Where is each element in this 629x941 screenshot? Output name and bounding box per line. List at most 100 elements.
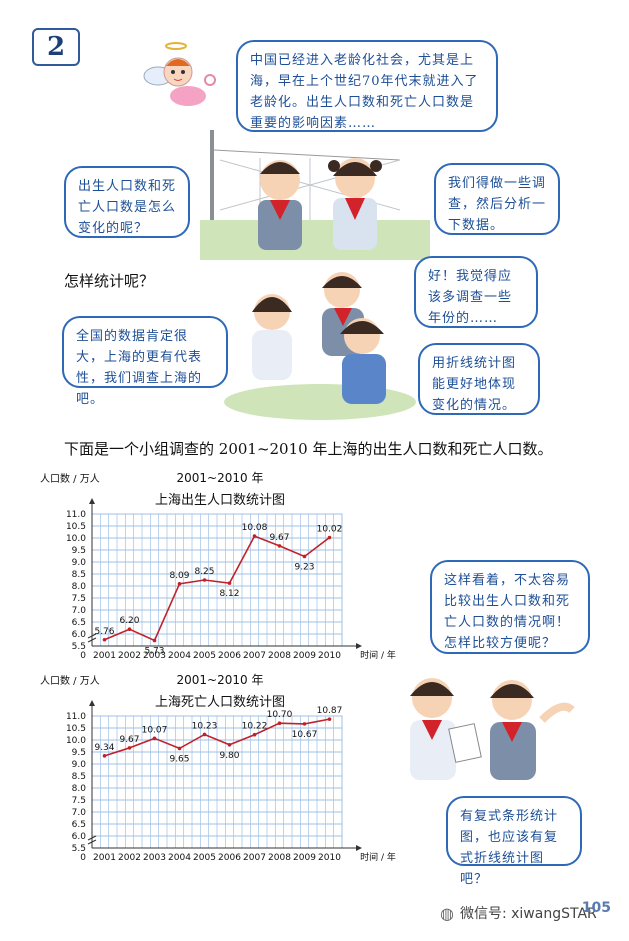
intro-text: 下面是一个小组调查的 2001~2010 年上海的出生人口数和死亡人口数。 <box>64 440 553 458</box>
data-label: 8.09 <box>169 571 189 581</box>
y-axis-label: 人口数 / 万人 <box>40 472 100 485</box>
page-number: 105 <box>581 900 611 916</box>
bubble-boy-compound: 有复式条形统计图，也应该有复式折线统计图吧？ <box>446 796 582 887</box>
data-point <box>102 754 107 758</box>
y-tick-label: 8.0 <box>72 582 87 592</box>
y-tick-label: 7.0 <box>72 606 87 616</box>
origin-label: 0 <box>80 651 86 661</box>
data-point <box>227 581 232 585</box>
data-label: 10.22 <box>242 722 268 732</box>
y-tick-label: 6.0 <box>72 832 87 842</box>
data-label: 10.70 <box>267 710 293 720</box>
data-label: 5.76 <box>94 627 114 637</box>
data-label: 9.65 <box>169 754 189 764</box>
axis-break-mark <box>87 633 97 643</box>
bubble-boy-question: 出生人口数和死亡人口数是怎么变化的呢？ <box>64 166 190 238</box>
y-tick-label: 6.0 <box>72 630 87 640</box>
bubble-angel: 中国已经进入老龄化社会，尤其是上海，早在上个世纪70年代末就进入了老龄化。出生人… <box>236 40 498 132</box>
y-tick-label: 9.0 <box>72 558 87 568</box>
kids-sitting-illustration <box>224 272 416 420</box>
y-tick-label: 10.5 <box>66 724 86 734</box>
data-label: 9.23 <box>294 562 314 572</box>
data-label: 6.20 <box>119 616 139 626</box>
chart-title: 上海死亡人口数统计图 <box>155 695 285 710</box>
data-point <box>177 746 182 751</box>
data-point <box>277 544 282 548</box>
y-tick-label: 7.5 <box>72 594 86 604</box>
kids-clipboard-illustration <box>410 678 575 780</box>
data-point <box>302 554 307 559</box>
x-tick-label: 2001 <box>93 853 116 863</box>
bubble-girl-line: 用折线统计图能更好地体现变化的情况。 <box>418 343 540 415</box>
y-tick-label: 8.5 <box>72 772 86 782</box>
x-axis-arrow <box>356 643 362 649</box>
y-tick-label: 9.5 <box>72 546 86 556</box>
data-line <box>104 718 330 757</box>
y-tick-label: 11.0 <box>66 510 86 520</box>
y-tick-label: 5.5 <box>72 642 86 652</box>
x-axis-arrow <box>356 845 362 851</box>
y-tick-label: 8.5 <box>72 570 86 580</box>
data-point <box>102 637 107 642</box>
kids-playground-illustration <box>200 130 430 260</box>
data-point <box>127 746 132 750</box>
x-tick-label: 2003 <box>143 853 166 863</box>
data-point <box>127 627 132 631</box>
data-point <box>302 722 307 726</box>
bubble-girl-shanghai: 全国的数据肯定很大，上海的更有代表性，我们调查上海的吧。 <box>62 316 228 407</box>
bubble-girl-survey: 我们得做一些调查，然后分析一下数据。 <box>434 163 560 235</box>
x-tick-label: 2007 <box>243 651 266 661</box>
data-label: 8.12 <box>219 589 239 599</box>
x-tick-label: 2006 <box>218 853 241 863</box>
data-point <box>227 743 232 747</box>
question-heading: 怎样统计呢？ <box>64 272 155 290</box>
angel-illustration <box>143 42 216 106</box>
bubble-boy-compare: 这样看着，不太容易比较出生人口数和死亡人口数的情况啊！怎样比较方便呢？ <box>430 560 590 654</box>
x-tick-label: 2002 <box>118 651 141 661</box>
chart-title-years: 2001~2010 年 <box>177 673 264 687</box>
data-label: 10.08 <box>242 523 268 533</box>
data-label: 10.02 <box>317 525 343 535</box>
data-label: 8.25 <box>194 567 214 577</box>
y-tick-label: 6.5 <box>72 618 86 628</box>
data-point <box>177 582 182 586</box>
y-axis-arrow <box>89 700 95 706</box>
data-label: 10.87 <box>317 706 343 716</box>
origin-label: 0 <box>80 853 86 863</box>
chart-title-years: 2001~2010 年 <box>177 471 264 485</box>
x-tick-label: 2009 <box>293 853 316 863</box>
data-point <box>202 732 207 737</box>
y-tick-label: 5.5 <box>72 844 86 854</box>
x-tick-label: 2002 <box>118 853 141 863</box>
data-label: 9.67 <box>269 533 289 543</box>
data-point <box>252 534 257 538</box>
chart-title: 上海出生人口数统计图 <box>155 493 285 508</box>
y-tick-label: 9.5 <box>72 748 86 758</box>
y-tick-label: 6.5 <box>72 820 86 830</box>
data-line <box>104 535 330 642</box>
y-tick-label: 10.0 <box>66 736 86 746</box>
wechat-icon: ◍ <box>440 903 454 923</box>
y-tick-label: 11.0 <box>66 712 86 722</box>
axis-break-mark <box>87 835 97 845</box>
x-tick-label: 2005 <box>193 853 216 863</box>
x-tick-label: 2004 <box>168 651 191 661</box>
x-tick-label: 2003 <box>143 651 166 661</box>
y-axis-arrow <box>89 498 95 504</box>
data-point <box>202 578 207 582</box>
y-tick-label: 10.5 <box>66 522 86 532</box>
x-tick-label: 2006 <box>218 651 241 661</box>
x-axis-label: 时间 / 年 <box>360 851 396 863</box>
bubble-boy-years: 好！我觉得应该多调查一些年份的…… <box>414 256 538 328</box>
x-tick-label: 2008 <box>268 853 291 863</box>
x-tick-label: 2008 <box>268 651 291 661</box>
y-axis-label: 人口数 / 万人 <box>40 674 100 687</box>
x-tick-label: 2010 <box>318 651 341 661</box>
data-label: 9.80 <box>219 751 239 761</box>
data-label: 5.73 <box>144 646 164 656</box>
data-point <box>152 736 157 741</box>
y-tick-label: 7.0 <box>72 808 87 818</box>
x-tick-label: 2004 <box>168 853 191 863</box>
